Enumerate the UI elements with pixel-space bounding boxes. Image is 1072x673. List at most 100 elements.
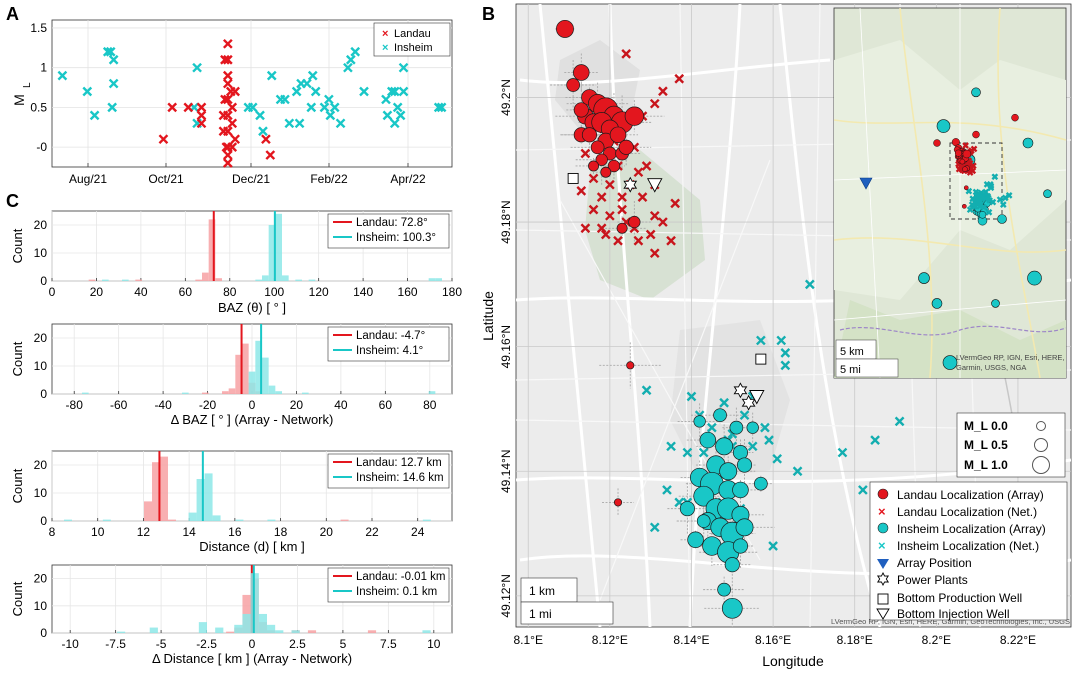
insheim-hist-bar [262,357,269,394]
panel-a-legend: × Landau × Insheim [373,22,451,57]
landau-hist-bar [367,630,377,633]
landau-hist-bar [160,456,168,521]
insheim-array-marker [736,457,753,473]
insheim-event-marker [192,62,202,73]
hist-ylabel: Count [10,581,25,616]
insheim-event-marker [102,46,113,57]
legend-array-position: Array Position [897,556,972,570]
legend-landau-array-marker [877,488,889,500]
landau-event-marker [265,150,276,160]
landau-event-marker [222,38,233,49]
insheim-array-marker [699,431,717,449]
insheim-array-marker [713,408,727,423]
landau-event-marker [222,158,233,168]
landau-hist-bar [226,631,235,633]
hist-xtick: 40 [334,398,348,412]
hist-xtick: 16 [228,525,242,539]
panel-a-xtick: Aug/21 [69,172,107,186]
insheim-array-marker [746,421,759,434]
hist-xtick: -2.5 [196,637,217,651]
insheim-hist-bar [248,371,256,394]
insheim-event-marker [306,102,317,113]
legend-insheim-label: Insheim [394,42,433,54]
hist-legend-label: Insheim: 0.1 km [356,586,437,598]
insheim-network-marker [760,422,770,433]
panel-b-map: 8.1°E 8.12°E 8.14°E 8.16°E 8.18°E 8.2°E 8.22°E… [480,3,1072,669]
hist-legend-label: Landau: -4.7° [356,330,425,342]
landau-event-marker [158,134,169,145]
insheim-network-marker [792,466,803,477]
landau-hist-bar [208,219,216,281]
insheim-hist-bar [198,622,207,633]
hist-xtick: 100 [264,285,284,299]
landau-network-marker [658,86,668,97]
inset-insheim-network-marker [991,173,999,181]
inset-insheim-marker [936,119,951,133]
hist-xlabel: Δ Distance [ km ] (Array - Network) [152,651,352,666]
inset-landau-marker [1011,113,1019,122]
insheim-array-marker [732,538,748,554]
hist-xlabel: BAZ (θ) [ ° ] [218,300,286,315]
landau-network-marker [674,73,685,84]
legend-landau-array: Landau Localization (Array) [897,488,1044,502]
inset-landau-marker [972,130,980,139]
hist-legend-label: Insheim: 14.6 km [356,472,444,484]
landau-event-marker [230,134,241,145]
landau-network-marker [617,192,627,202]
production-well-marker [567,172,579,184]
hist-legend-label: Insheim: 4.1° [356,345,423,357]
insheim-network-marker [682,447,693,458]
insheim-array-marker [721,597,743,619]
landau-event-marker [227,142,238,152]
legend-power-plant-marker [876,572,890,586]
hist-xlabel: Distance (d) [ km ] [199,539,304,554]
landau-array-marker [573,102,589,118]
hist-legend-label: Landau: -0.01 km [356,571,446,583]
inset-insheim-marker [997,214,1007,224]
hist-ytick: 10 [34,599,48,613]
landau-event-marker [222,150,233,160]
insheim-hist-bar [212,515,221,521]
hist-xtick: 10 [91,525,105,539]
hist-xtick: 7.5 [380,637,397,651]
insheim-hist-bar [282,275,289,281]
landau-network-marker [637,192,648,202]
inset-insheim-marker [942,355,958,370]
landau-array-marker [609,126,627,144]
hist-xtick: 5 [340,637,347,651]
insheim-event-marker [105,46,116,57]
insheim-array-marker [696,514,711,528]
landau-hist-bar [340,519,349,521]
landau-event-marker [227,102,238,113]
landau-network-marker [670,198,681,209]
hist-legend-label: Landau: 12.7 km [356,457,442,469]
insheim-hist-bar [204,473,213,521]
map-xtick: 8.16°E [755,633,791,647]
mag-legend-05: M_L 0.5 [964,438,1008,452]
legend-insheim-net: Insheim Localization (Net.) [897,539,1039,553]
legend-power-plants: Power Plants [897,573,968,587]
insheim-network-marker [772,453,783,464]
landau-network-marker [596,192,607,202]
landau-network-marker [645,229,656,240]
landau-array-marker [618,139,634,155]
hist-xtick: 18 [274,525,288,539]
map-ytick: 49.16°N [499,325,513,369]
insheim-hist-bar [235,519,244,521]
inset-insheim-network-marker [979,193,986,201]
hist-ylabel: Count [10,468,25,503]
insheim-event-marker [284,118,295,129]
insheim-network-marker [686,391,697,402]
insheim-hist-bar [242,613,251,633]
hist-xlabel: Δ BAZ [ ° ] (Array - Network) [171,412,334,427]
inset-insheim-marker [1022,137,1034,149]
landau-array-marker [588,160,599,172]
insheim-hist-bar [435,278,442,281]
insheim-event-marker [345,54,356,65]
insheim-event-marker [389,118,400,129]
landau-array-marker [595,153,608,166]
landau-event-marker [220,54,230,65]
landau-event-marker [218,110,229,121]
insheim-event-marker [389,86,400,97]
